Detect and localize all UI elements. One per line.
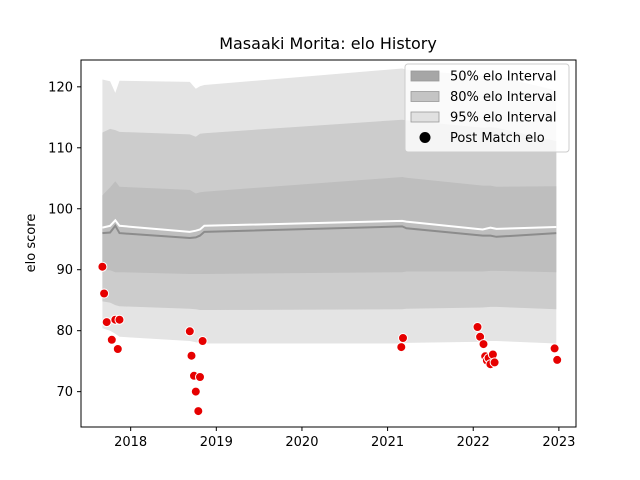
legend: 50% elo Interval 80% elo Interval 95% elo … xyxy=(404,63,570,153)
post-match-elo-point xyxy=(112,344,123,354)
y-axis: 70 80 90 100 110 120 xyxy=(48,80,81,400)
post-match-elo-point xyxy=(193,406,204,417)
x-tick-label: 2018 xyxy=(114,435,147,450)
chart-title: Masaaki Morita: elo History xyxy=(219,34,437,53)
x-tick-label: 2020 xyxy=(285,435,318,450)
post-match-elo-point xyxy=(478,339,489,350)
axes-frame xyxy=(80,59,577,428)
post-match-elo-point xyxy=(186,350,197,361)
legend-marker xyxy=(419,132,431,143)
post-match-elo-point xyxy=(114,314,125,325)
y-tick-label: 70 xyxy=(56,385,73,400)
legend-swatch xyxy=(410,111,440,123)
legend-entry-label: 80% elo Interval xyxy=(450,90,557,105)
axes-border xyxy=(80,59,577,428)
post-match-elo-point xyxy=(195,372,205,382)
legend-entry-label: 50% elo Interval xyxy=(450,70,557,85)
post-match-elo-point xyxy=(197,336,208,346)
legend-entry-label: Post Match elo xyxy=(450,131,545,146)
y-tick-label: 110 xyxy=(48,141,73,156)
y-tick-label: 120 xyxy=(48,80,73,95)
post-match-elo-point xyxy=(190,386,201,397)
legend-box xyxy=(404,63,570,153)
x-tick-label: 2019 xyxy=(200,435,233,450)
band-50-percent xyxy=(102,177,557,274)
legend-entry-label: 95% elo Interval xyxy=(450,111,557,126)
x-tick-label: 2022 xyxy=(457,435,490,450)
post-match-elo-point xyxy=(549,343,560,354)
post-match-elo-point xyxy=(398,333,408,343)
x-tick-label: 2023 xyxy=(542,435,575,450)
y-axis-label: elo score xyxy=(24,214,39,273)
median-elo-line xyxy=(102,224,557,240)
mean-elo-line xyxy=(102,218,557,233)
post-match-elo-point xyxy=(97,261,108,272)
post-match-elo-point xyxy=(552,354,563,365)
legend-swatch xyxy=(410,91,440,102)
post-match-elo-point xyxy=(101,317,112,328)
legend-swatch xyxy=(410,70,440,82)
x-tick-label: 2021 xyxy=(371,435,404,450)
post-match-elo-point xyxy=(472,322,483,332)
y-tick-label: 100 xyxy=(48,202,73,217)
y-tick-label: 80 xyxy=(56,324,73,339)
x-axis: 2018 2019 2020 2021 2022 2023 xyxy=(114,427,575,450)
post-match-elo-point xyxy=(184,326,195,337)
y-tick-label: 90 xyxy=(56,263,73,278)
post-match-elo-point xyxy=(99,288,110,299)
post-match-elo-point xyxy=(396,342,407,353)
post-match-elo-point xyxy=(106,334,117,345)
post-match-elo-point xyxy=(489,357,500,368)
